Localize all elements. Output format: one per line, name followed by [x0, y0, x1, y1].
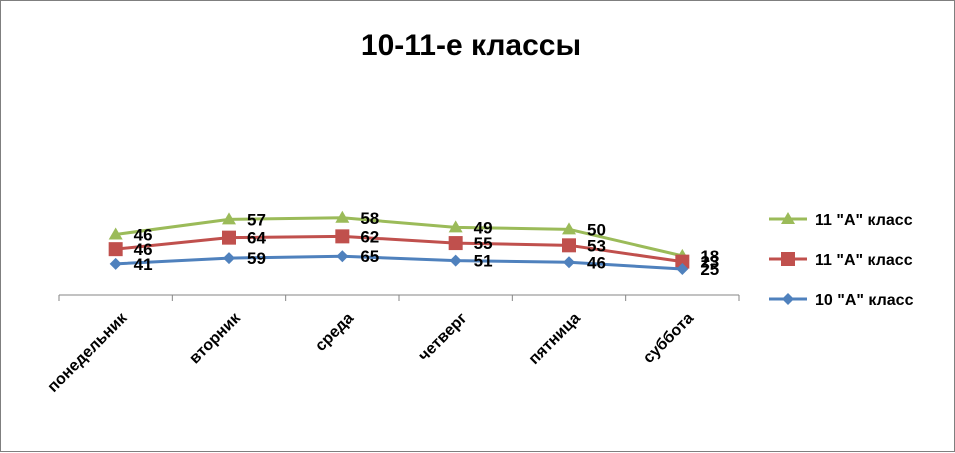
data-point [336, 250, 349, 263]
x-tick-label: суббота [640, 310, 697, 367]
x-axis-ticks: понедельник вторник среда четверг пятница суб… [45, 295, 740, 396]
x-tick-label: вторник [186, 309, 244, 367]
series-2: 46 64 62 55 53 23 [108, 227, 719, 272]
series-1: 41 59 65 51 46 25 [109, 247, 719, 279]
data-point [223, 252, 235, 265]
data-point [562, 222, 576, 235]
data-label: 55 [474, 234, 493, 253]
legend: 11 "А" класс 11 "А" класс 10 "А" класс [769, 212, 914, 309]
data-point [562, 238, 576, 253]
series-line [115, 234, 683, 264]
data-point [563, 256, 575, 269]
data-point [222, 230, 236, 245]
x-tick-label: пятница [526, 310, 584, 368]
data-point [335, 229, 350, 244]
legend-label: 10 "А" класс [815, 292, 914, 309]
x-tick-label: понедельник [45, 309, 132, 396]
data-point [222, 212, 236, 225]
data-label: 46 [134, 240, 153, 259]
series-3: 46 57 58 49 50 18 [108, 209, 719, 266]
data-label: 64 [247, 229, 266, 248]
legend-item: 10 "А" класс [769, 292, 914, 309]
data-point [108, 227, 123, 240]
data-label: 65 [360, 247, 379, 266]
data-label: 49 [474, 218, 493, 237]
legend-item: 11 "А" класс [769, 252, 913, 269]
x-tick-label: среда [312, 310, 357, 355]
data-point [335, 210, 350, 223]
data-label: 53 [587, 236, 606, 255]
data-label: 57 [247, 210, 266, 229]
data-label: 58 [360, 209, 379, 228]
plot-area: 46 57 58 49 50 18 46 64 62 55 53 23 41 59 65 51 46 25 [108, 209, 719, 279]
data-label: 25 [700, 260, 719, 279]
legend-item: 11 "А" класс [769, 212, 913, 229]
data-label: 46 [587, 253, 606, 272]
chart-title: 10-11-е классы [361, 29, 581, 62]
data-label: 46 [134, 225, 153, 244]
data-point [449, 254, 462, 267]
series-line [115, 216, 683, 258]
legend-label: 11 "А" класс [815, 212, 913, 229]
data-point [108, 242, 123, 257]
data-label: 23 [700, 253, 719, 272]
legend-marker-icon [781, 252, 795, 266]
data-point [675, 254, 690, 269]
data-label: 50 [587, 220, 606, 239]
data-point [448, 220, 463, 233]
data-label: 59 [247, 249, 266, 268]
x-tick-label: четверг [415, 310, 470, 365]
data-label: 18 [700, 247, 719, 266]
legend-marker-icon [781, 212, 795, 224]
data-point [448, 236, 463, 251]
data-point [676, 263, 689, 275]
legend-label: 11 "А" класс [815, 252, 913, 269]
series-line [115, 254, 683, 271]
data-label: 41 [134, 255, 153, 274]
legend-marker-icon [782, 293, 794, 305]
data-label: 51 [474, 252, 493, 271]
data-point [109, 257, 122, 270]
data-label: 62 [360, 227, 379, 246]
